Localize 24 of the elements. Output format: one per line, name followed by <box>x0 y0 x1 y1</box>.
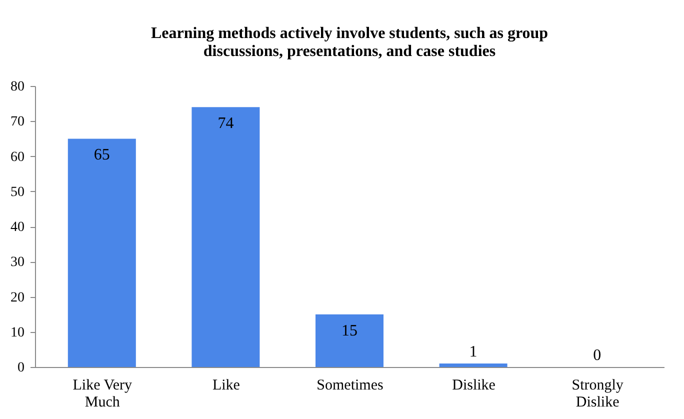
x-tick-label: Dislike <box>452 378 496 394</box>
chart-title: Learning methods actively involve students, such as group discussions, presentations, and case studies <box>150 25 548 60</box>
bar <box>316 314 384 367</box>
x-tick-label: Sometimes <box>316 378 384 394</box>
x-tick-label: Strongly Dislike <box>572 378 624 410</box>
bar <box>68 138 136 367</box>
bar <box>439 363 508 367</box>
y-tick-label: 10 <box>10 325 24 340</box>
bar <box>192 107 260 367</box>
x-tick-label: Like Very Much <box>72 378 133 410</box>
y-tick-label: 50 <box>10 184 24 200</box>
data-label: 0 <box>593 347 602 364</box>
y-tick-label: 60 <box>10 150 24 165</box>
data-label: 74 <box>218 115 234 132</box>
y-tick-label: 30 <box>10 255 24 270</box>
y-tick-label: 20 <box>10 290 24 306</box>
y-tick-label: 70 <box>10 114 24 130</box>
data-label: 65 <box>94 146 110 164</box>
data-label: 1 <box>469 343 478 360</box>
x-tick-label: Like <box>212 378 240 394</box>
y-tick-label: 80 <box>10 80 24 94</box>
data-label: 15 <box>342 322 358 340</box>
y-tick-label: 40 <box>10 220 24 235</box>
y-tick-label: 0 <box>18 360 24 376</box>
